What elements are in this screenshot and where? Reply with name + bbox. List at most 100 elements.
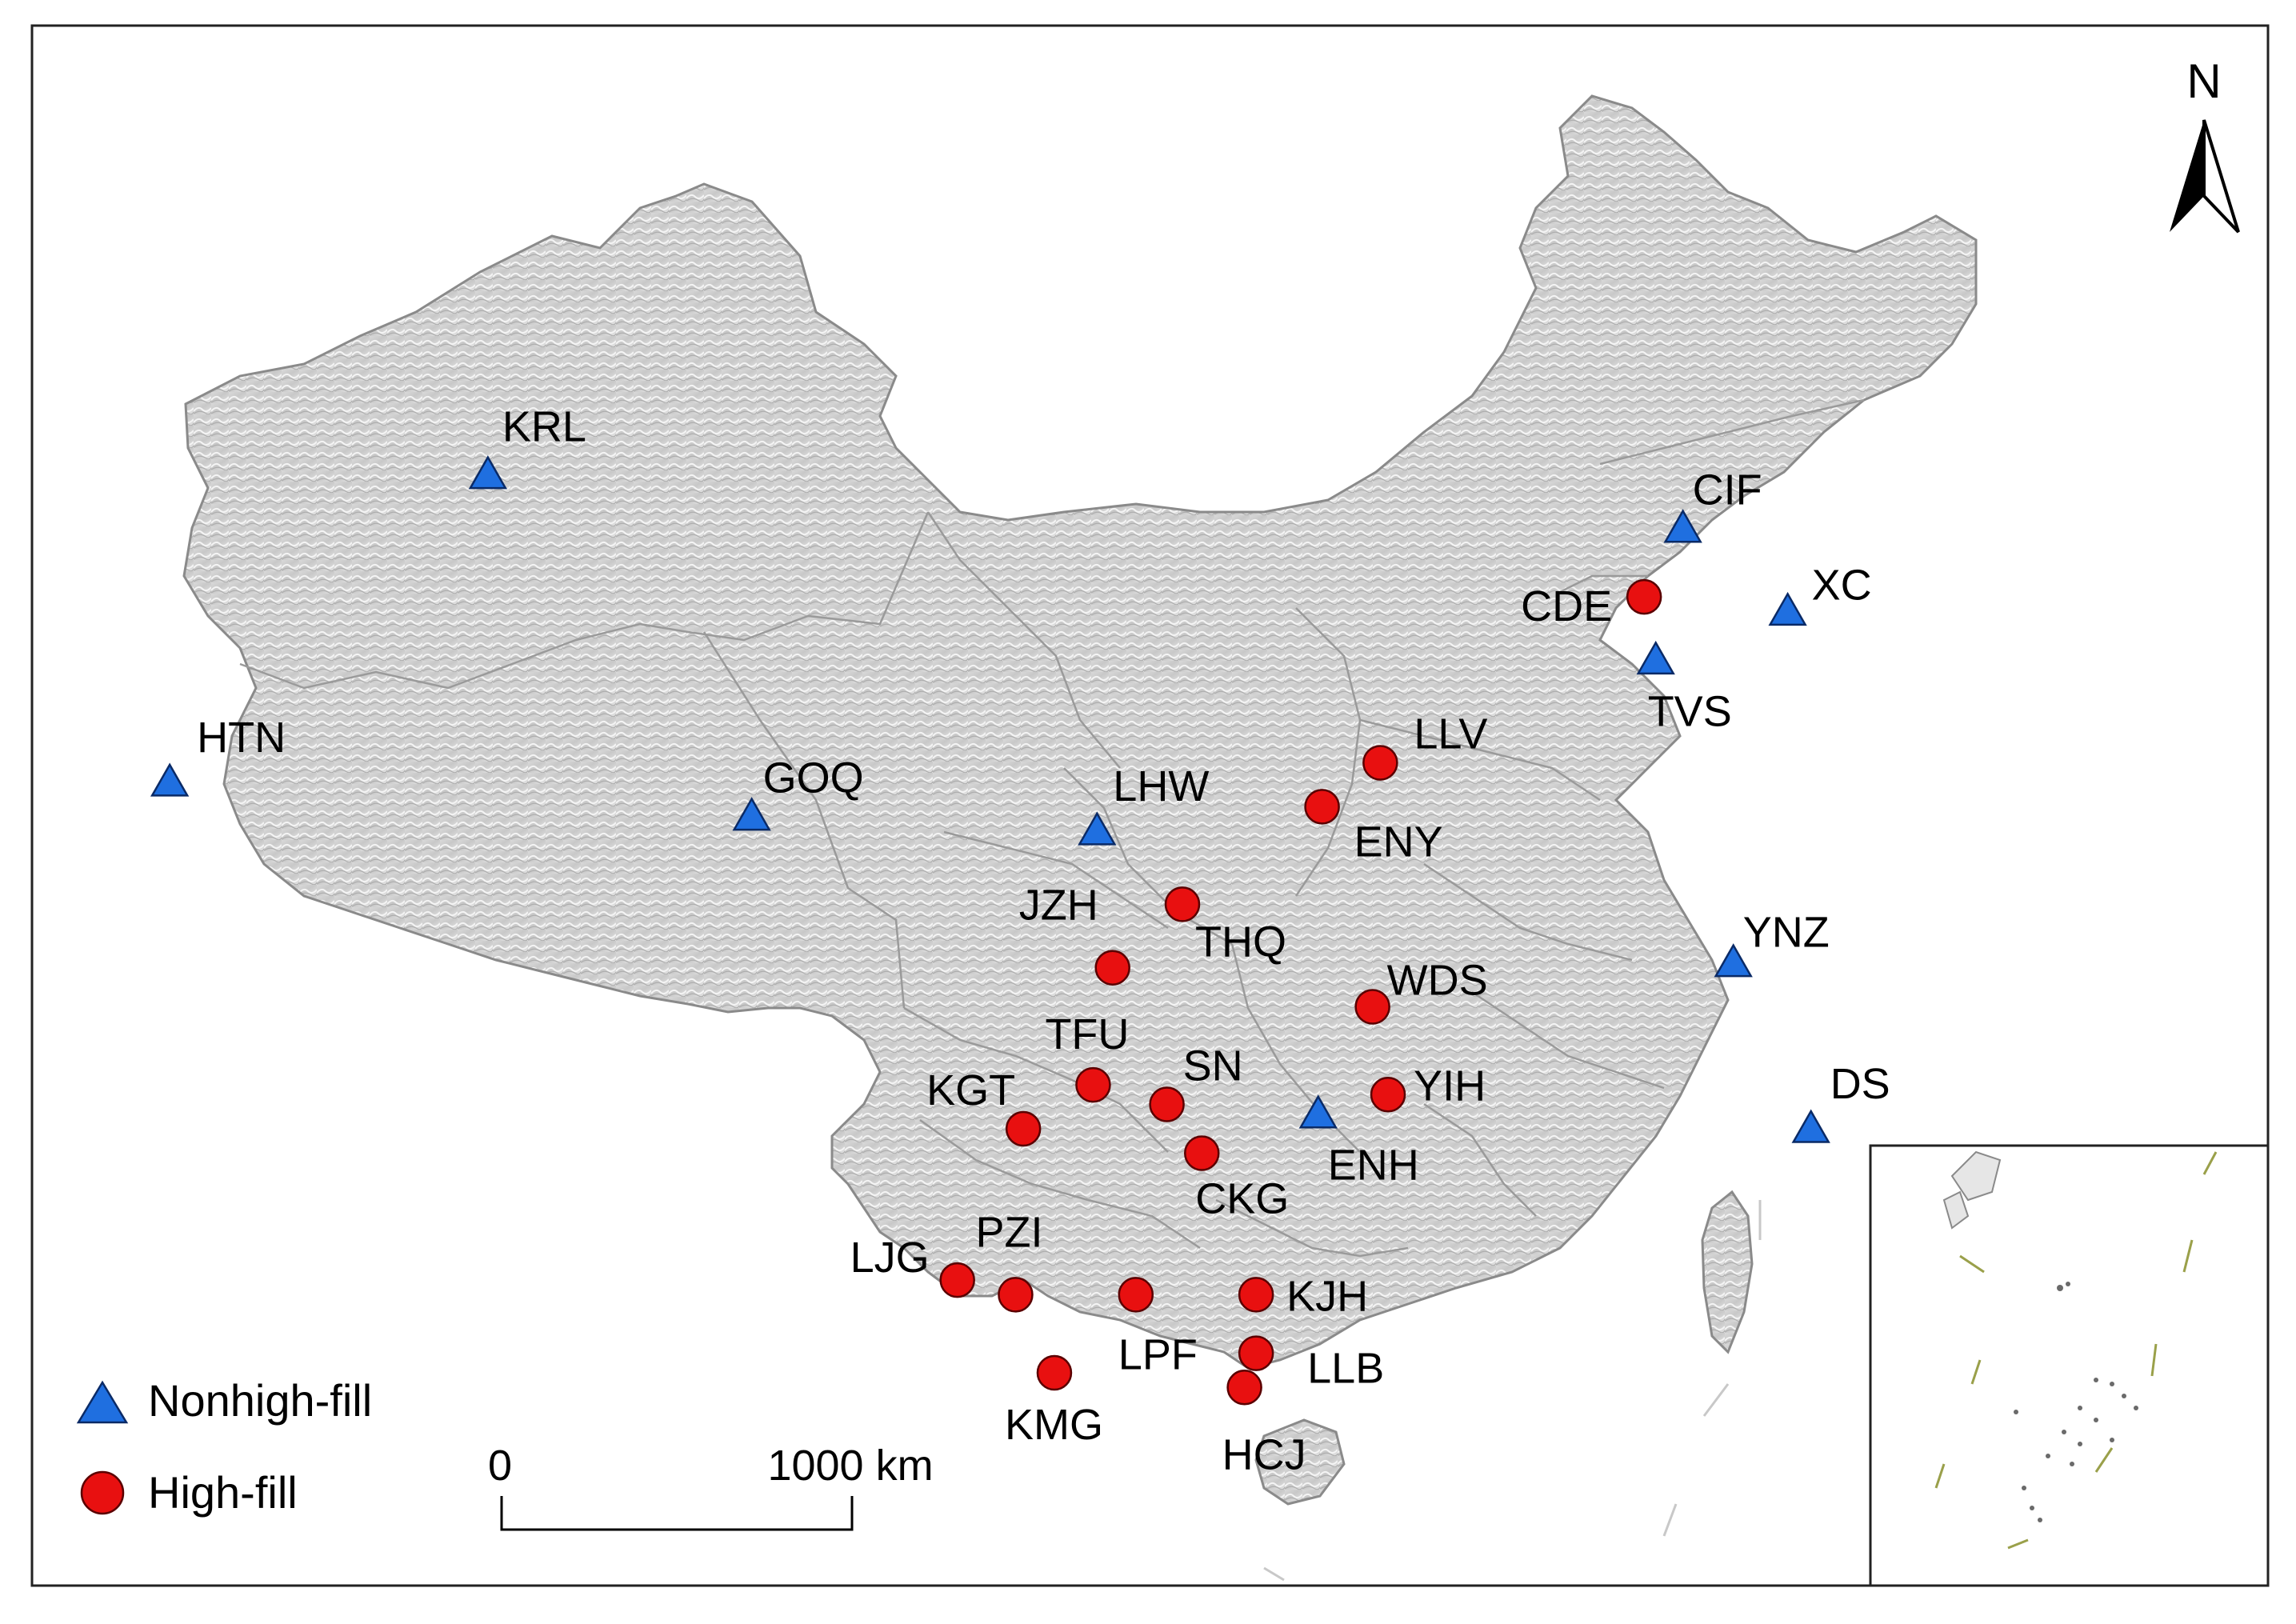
legend-circle-icon <box>80 1470 125 1515</box>
site-circle-icon <box>1164 886 1201 922</box>
site-triangle-icon <box>732 797 771 831</box>
site-triangle-icon <box>150 762 190 797</box>
site-label: THQ <box>1195 918 1286 966</box>
site-cif: CIF <box>1663 466 1762 543</box>
site-label: CDE <box>1521 582 1612 630</box>
site-circle-icon <box>1094 950 1130 986</box>
site-ljg: LJG <box>850 1234 975 1298</box>
site-wds: WDS <box>1354 957 1488 1025</box>
site-enh: ENH <box>1298 1094 1419 1190</box>
site-triangle-icon <box>1714 943 1753 978</box>
site-ckg: CKG <box>1184 1135 1289 1223</box>
site-label: LJG <box>850 1234 930 1282</box>
site-circle-icon <box>1118 1277 1154 1313</box>
site-llv: LLV <box>1362 710 1487 781</box>
site-goq: GOQ <box>732 754 864 831</box>
site-label: ENH <box>1328 1142 1419 1190</box>
site-label: ENY <box>1354 818 1443 866</box>
site-circle-icon <box>939 1262 975 1298</box>
site-circle-icon <box>1370 1077 1406 1113</box>
site-cde: CDE <box>1521 578 1662 630</box>
site-hcj: HCJ <box>1222 1370 1306 1478</box>
site-circle-icon <box>1149 1086 1185 1122</box>
site-triangle-icon <box>1298 1094 1338 1129</box>
legend-label-nonhigh-fill: Nonhigh-fill <box>148 1375 372 1426</box>
north-arrow-right-half <box>2202 119 2240 234</box>
site-kgt: KGT <box>926 1066 1042 1147</box>
site-label: YNZ <box>1743 909 1830 957</box>
scale-end-label: 1000 km <box>767 1442 933 1490</box>
site-llb: LLB <box>1238 1335 1384 1393</box>
site-label: KMG <box>1005 1401 1103 1449</box>
legend-label-high-fill: High-fill <box>148 1467 298 1518</box>
site-pzi: PZI <box>975 1208 1042 1313</box>
site-circle-icon <box>1354 989 1390 1025</box>
site-label: HCJ <box>1222 1430 1306 1478</box>
scale-bar-line <box>500 1496 854 1531</box>
site-circle-icon <box>1238 1277 1274 1313</box>
site-triangle-icon <box>1791 1109 1830 1143</box>
site-label: GOQ <box>763 754 864 802</box>
site-circle-icon <box>1238 1335 1274 1371</box>
site-label: YIH <box>1414 1062 1486 1110</box>
site-triangle-icon <box>1636 640 1675 675</box>
scale-start-label: 0 <box>488 1442 512 1490</box>
site-circle-icon <box>1036 1354 1073 1391</box>
site-triangle-icon <box>468 455 508 490</box>
north-arrow-label: N <box>2186 54 2221 108</box>
site-circle-icon <box>1304 789 1340 825</box>
site-kjh: KJH <box>1238 1272 1368 1320</box>
site-label: XC <box>1812 561 1872 609</box>
taiwan-island <box>1701 1190 1754 1354</box>
site-label: CKG <box>1195 1175 1289 1223</box>
site-circle-icon <box>1626 578 1662 615</box>
legend-triangle-icon <box>76 1380 129 1424</box>
site-htn: HTN <box>150 714 286 797</box>
site-label: JZH <box>1019 882 1098 930</box>
site-label: DS <box>1830 1060 1890 1108</box>
site-triangle-icon <box>1768 591 1807 626</box>
site-label: LLB <box>1307 1345 1384 1393</box>
legend-item-nonhigh-fill: Nonhigh-fill <box>76 1375 372 1426</box>
site-label: WDS <box>1387 957 1488 1005</box>
site-label: LLV <box>1414 710 1487 758</box>
site-sn: SN <box>1149 1042 1243 1122</box>
scale-bar: 0 1000 km <box>488 1442 934 1531</box>
north-arrow-left-half <box>2170 120 2204 232</box>
site-triangle-icon <box>1663 509 1702 543</box>
site-ynz: YNZ <box>1714 909 1830 978</box>
legend: Nonhigh-fill High-fill <box>76 1375 372 1518</box>
site-circle-icon <box>1005 1110 1042 1147</box>
site-label: HTN <box>197 714 286 762</box>
site-label: CIF <box>1693 466 1762 514</box>
site-lpf: LPF <box>1118 1277 1198 1378</box>
north-arrow: N <box>2170 54 2240 234</box>
site-ds: DS <box>1791 1060 1890 1143</box>
hainan-island <box>1254 1418 1346 1506</box>
sea-boundary-dashes <box>1263 1200 1762 1582</box>
site-label: PZI <box>975 1208 1042 1256</box>
site-label: TVS <box>1648 687 1732 735</box>
site-circle-icon <box>1075 1066 1111 1103</box>
site-circle-icon <box>1184 1135 1220 1171</box>
site-label: LPF <box>1118 1330 1198 1378</box>
site-tvs: TVS <box>1636 640 1732 735</box>
site-label: LHW <box>1113 762 1209 810</box>
province-boundaries <box>239 398 1865 1258</box>
site-kmg: KMG <box>1005 1354 1103 1449</box>
site-yih: YIH <box>1370 1062 1486 1113</box>
site-layer: KRL HTN GOQ LHW CIF XC TVS YNZ DS ENH CDE LLV ENY THQ… <box>150 403 1890 1478</box>
site-label: SN <box>1183 1042 1243 1090</box>
site-krl: KRL <box>468 403 586 490</box>
site-jzh: JZH <box>1019 882 1130 986</box>
site-triangle-icon <box>1078 811 1117 846</box>
site-circle-icon <box>1362 745 1398 781</box>
site-label: KJH <box>1286 1272 1368 1320</box>
site-eny: ENY <box>1304 789 1443 866</box>
site-label: KGT <box>926 1066 1015 1114</box>
south-china-sea-inset <box>1869 1144 2270 1587</box>
china-land-outline <box>182 94 1978 1370</box>
site-label: KRL <box>502 403 586 451</box>
site-circle-icon <box>998 1277 1034 1313</box>
